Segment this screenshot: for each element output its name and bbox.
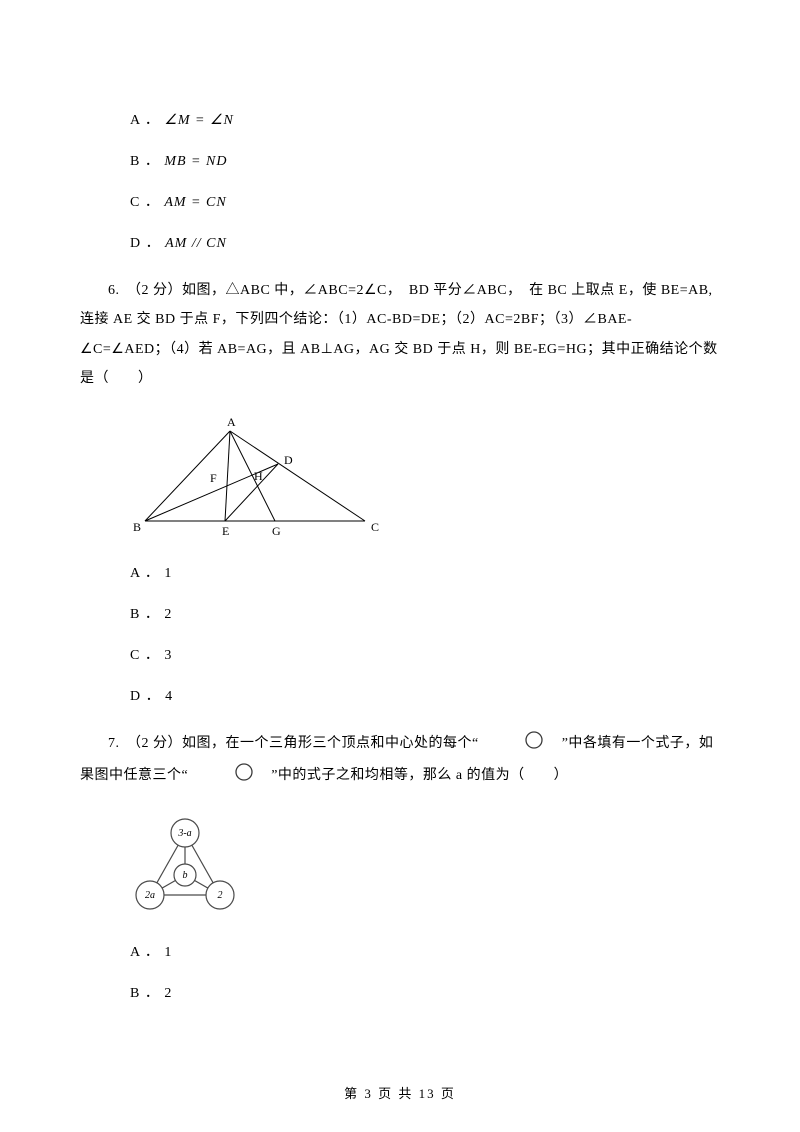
svg-text:A: A <box>227 416 236 429</box>
option-letter: B ． <box>130 986 160 1001</box>
svg-text:G: G <box>272 524 281 536</box>
option-letter: A ． <box>130 945 160 960</box>
circle-icon <box>206 762 254 793</box>
option-text: 3 <box>164 648 172 663</box>
q6-option-c: C ． 3 <box>130 645 720 666</box>
option-text: 4 <box>165 689 173 704</box>
circle-icon <box>496 730 544 761</box>
option-letter: B ． <box>130 154 160 169</box>
q5-option-a: A ． ∠M = ∠N <box>130 110 720 131</box>
option-letter: B ． <box>130 607 160 622</box>
option-letter: D ． <box>130 236 161 251</box>
svg-text:H: H <box>254 469 263 483</box>
option-math: AM // CN <box>165 236 227 251</box>
page-footer: 第 3 页 共 13 页 <box>0 1083 800 1102</box>
option-text: 1 <box>164 945 172 960</box>
q5-option-c: C ． AM = CN <box>130 192 720 213</box>
option-letter: C ． <box>130 648 160 663</box>
q7-text-part3: ”中的式子之和均相等，那么 a 的值为（ ） <box>257 768 568 783</box>
q5-option-b: B ． MB = ND <box>130 151 720 172</box>
svg-text:F: F <box>210 471 217 485</box>
option-letter: C ． <box>130 195 160 210</box>
option-text: 2 <box>164 986 172 1001</box>
q6-option-d: D ． 4 <box>130 686 720 707</box>
option-letter: A ． <box>130 566 160 581</box>
option-letter: D ． <box>130 689 161 704</box>
option-math: ∠M = ∠N <box>164 113 234 128</box>
q6-text: 6. （2 分）如图，△ABC 中，∠ABC=2∠C， BD 平分∠ABC， 在… <box>80 276 720 394</box>
q7-text: 7. （2 分）如图，在一个三角形三个顶点和中心处的每个“ ”中各填有一个式子，… <box>80 729 720 794</box>
option-math: MB = ND <box>164 154 227 169</box>
svg-text:D: D <box>284 453 293 467</box>
svg-text:b: b <box>183 870 188 881</box>
option-math: AM = CN <box>164 195 226 210</box>
svg-text:3-a: 3-a <box>177 828 191 839</box>
q6-option-a: A ． 1 <box>130 563 720 584</box>
q5-option-d: D ． AM // CN <box>130 233 720 254</box>
option-letter: A ． <box>130 113 160 128</box>
triangle-graph: 3-a 2a 2 b <box>130 815 240 915</box>
option-text: 2 <box>164 607 172 622</box>
svg-text:B: B <box>133 520 141 534</box>
q7-figure: 3-a 2a 2 b <box>130 815 720 922</box>
svg-text:2a: 2a <box>145 890 155 901</box>
q6-option-b: B ． 2 <box>130 604 720 625</box>
triangle-diagram: A B C E G D F H <box>130 416 390 536</box>
q7-option-b: B ． 2 <box>130 983 720 1004</box>
q7-option-a: A ． 1 <box>130 942 720 963</box>
page-container: A ． ∠M = ∠N B ． MB = ND C ． AM = CN D ． … <box>0 0 800 1064</box>
q6-figure: A B C E G D F H <box>130 416 720 543</box>
option-text: 1 <box>164 566 172 581</box>
q7-text-part1: 7. （2 分）如图，在一个三角形三个顶点和中心处的每个“ <box>108 736 493 751</box>
svg-text:E: E <box>222 524 229 536</box>
svg-text:2: 2 <box>218 890 223 901</box>
svg-text:C: C <box>371 520 379 534</box>
